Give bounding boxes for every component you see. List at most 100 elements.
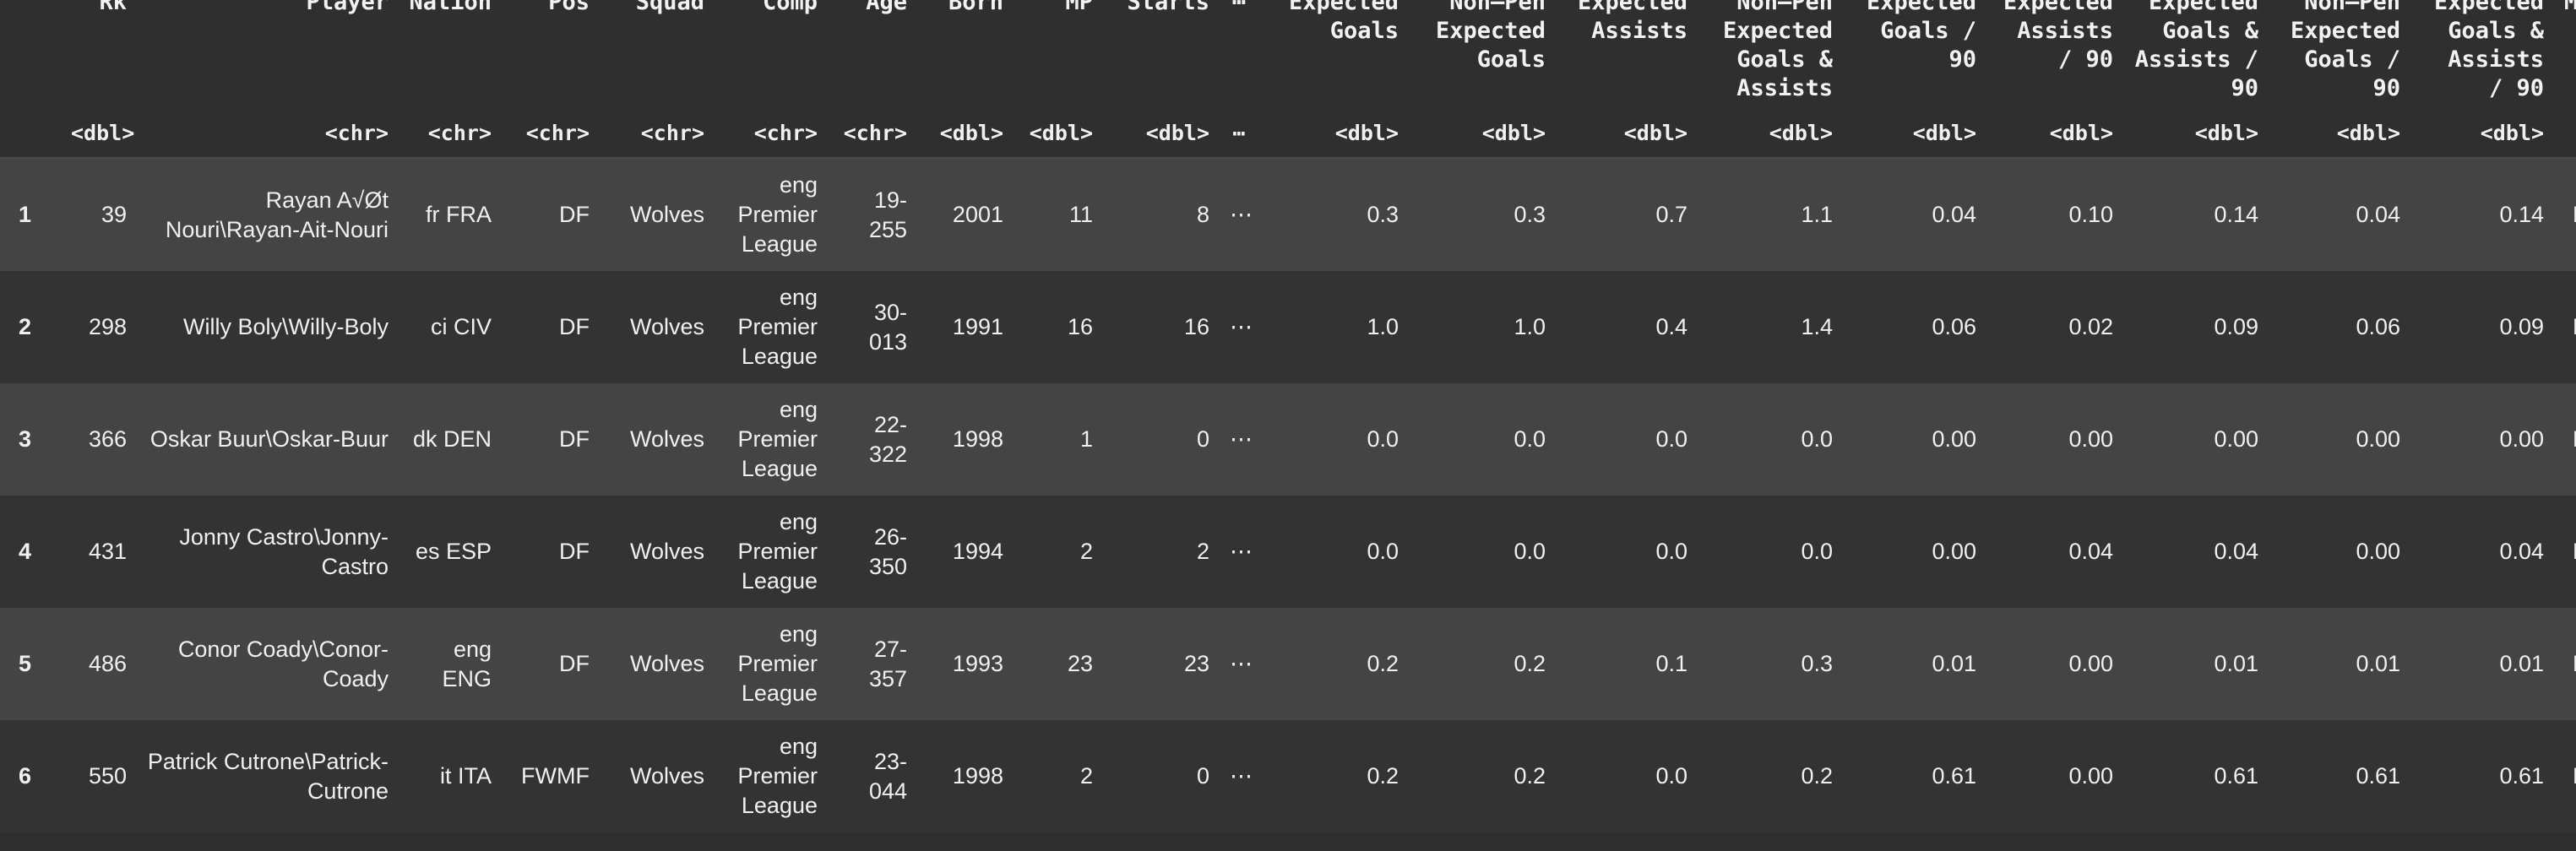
cell-born: 1991 [952,314,1003,339]
cell-xa90: 0.10 [2068,202,2113,227]
cell-xg: 0.0 [1367,539,1399,564]
cell-rk: 550 [88,763,127,789]
cell-npxg90: 0.61 [2356,763,2400,789]
cell-npxga90: 0.01 [2499,651,2544,676]
cell-ell: ⋯ [1230,651,1253,676]
cell-comp: eng Premier League [737,734,818,818]
cell-rk: 298 [88,314,127,339]
column-header-squad: Squad [635,0,704,15]
cell-npxga90: 0.00 [2499,426,2544,452]
cell-player: Oskar Buur\Oskar-Buur [149,426,389,452]
cell-rk: 39 [101,202,127,227]
cell-mp: 16 [1067,314,1093,339]
cell-age: 26-350 [868,523,907,579]
cell-xg90: 0.61 [1932,763,1976,789]
column-header-xg90: Expected Goals / 90 [1866,0,1976,73]
cell-starts: 0 [1196,426,1209,452]
column-type-comp: <chr> [753,120,818,145]
cell-squad: Wolves [629,651,704,676]
cell-xg90: 0.00 [1932,539,1976,564]
cell-mp: 23 [1067,651,1093,676]
cell-xg90: 0.04 [1932,202,1976,227]
table-row: 4 431 Jonny Castro\Jonny-Castro es ESP DF Wol… [0,496,2576,608]
column-type-player: <chr> [324,120,389,145]
column-type-npxga90: <dbl> [2480,120,2544,145]
column-header-ell: ⋯ [1231,0,1247,15]
cell-player: Patrick Cutrone\Patrick-Cutrone [147,748,389,804]
cell-pos: DF [559,539,590,564]
column-header-starts: Starts [1127,0,1209,15]
cell-npxga: 0.3 [1801,651,1833,676]
cell-born: 1993 [952,651,1003,676]
column-type-npxga: <dbl> [1769,120,1833,145]
cell-match: Matches [2554,537,2576,566]
table-row: 1 39 Rayan A√Øt Nouri\Rayan-Ait-Nouri fr FR… [0,159,2576,271]
cell-npxg90: 0.00 [2356,426,2400,452]
cell-xga90: 0.01 [2214,651,2258,676]
column-type-match: <chr> [2554,121,2576,145]
cell-npxga90: 0.04 [2499,539,2544,564]
cell-xa: 0.1 [1655,651,1687,676]
cell-xa: 0.0 [1655,539,1687,564]
cell-npxg: 0.0 [1514,426,1546,452]
column-header-comp: Comp [762,0,818,15]
table-row: 5 486 Conor Coady\Conor-Coady eng ENG DF Wolv… [0,608,2576,720]
cell-idx: 4 [19,539,32,564]
column-header-npxga: Non—Pen Expected Goals & Assists [1722,0,1833,101]
column-header-nation: Nation [409,0,492,15]
cell-nation: es ESP [415,539,492,564]
cell-age: 19-255 [868,187,907,242]
cell-xga90: 0.00 [2214,426,2258,452]
column-type-squad: <chr> [640,120,704,145]
cell-npxg90: 0.04 [2356,202,2400,227]
cell-age: 23-044 [868,748,907,804]
column-type-rk: <dbl> [71,120,135,145]
cell-match: Matches [2554,425,2576,454]
cell-xa: 0.4 [1655,314,1687,339]
cell-squad: Wolves [629,539,704,564]
cell-xg: 0.2 [1367,763,1399,789]
table-body: 1 39 Rayan A√Øt Nouri\Rayan-Ait-Nouri fr FR… [0,159,2576,832]
cell-xg90: 0.06 [1932,314,1976,339]
column-header-rk: Rk [99,0,127,15]
column-type-xa90: <dbl> [2049,120,2113,145]
column-type-pos: <chr> [525,120,590,145]
cell-starts: 2 [1196,539,1209,564]
cell-starts: 8 [1196,202,1209,227]
cell-nation: it ITA [439,763,492,789]
cell-npxga90: 0.61 [2499,763,2544,789]
cell-npxga90: 0.14 [2499,202,2544,227]
cell-comp: eng Premier League [737,621,818,706]
cell-match: Matches [2554,200,2576,230]
column-header-xg: Expected Goals [1288,0,1399,44]
cell-ell: ⋯ [1230,314,1253,339]
column-type-mp: <dbl> [1029,120,1093,145]
cell-squad: Wolves [629,314,704,339]
column-header-born: Born [948,0,1003,15]
cell-pos: DF [559,202,590,227]
cell-npxg90: 0.00 [2356,539,2400,564]
cell-pos: DF [559,651,590,676]
cell-nation: fr FRA [426,202,492,227]
column-type-starts: <dbl> [1145,120,1209,145]
column-header-pos: Pos [548,0,590,15]
column-header-match: Matches [2564,0,2576,15]
cell-xa90: 0.00 [2068,426,2113,452]
cell-xg: 1.0 [1367,314,1399,339]
cell-npxga: 0.0 [1801,539,1833,564]
cell-born: 1994 [952,539,1003,564]
cell-match: Matches [2554,649,2576,679]
cell-match: Matches [2554,762,2576,791]
cell-player: Jonny Castro\Jonny-Castro [179,523,389,579]
cell-xga90: 0.04 [2214,539,2258,564]
cell-xa90: 0.04 [2068,539,2113,564]
cell-squad: Wolves [629,202,704,227]
column-type-xa: <dbl> [1623,120,1687,145]
table-row: 2 298 Willy Boly\Willy-Boly ci CIV DF Wolves e… [0,271,2576,383]
data-table: Rk Player Nation Pos Squad Comp Age Born MP Start… [0,0,2576,832]
cell-xa90: 0.02 [2068,314,2113,339]
cell-comp: eng Premier League [737,397,818,481]
column-type-age: <chr> [843,120,907,145]
cell-player: Conor Coady\Conor-Coady [177,636,389,691]
